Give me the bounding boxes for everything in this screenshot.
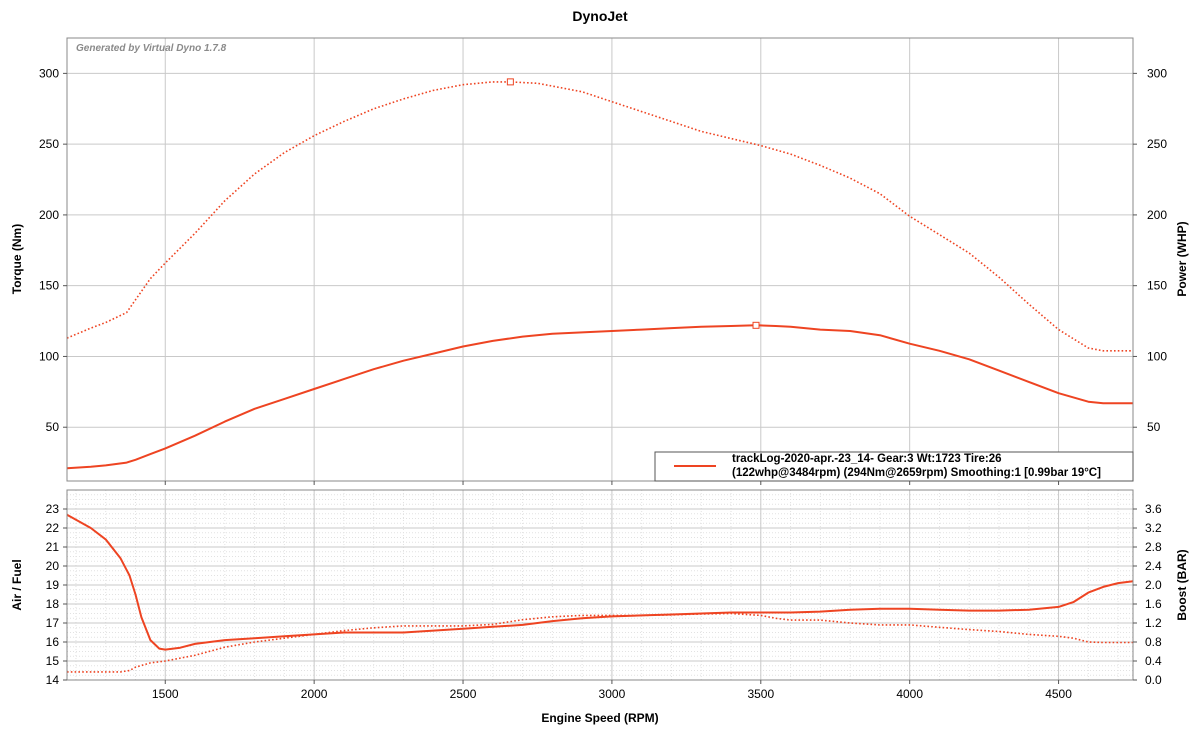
afr-line <box>66 513 1134 651</box>
torque-tick-label: 150 <box>39 279 59 293</box>
legend-line-1: trackLog-2020-apr.-23_14- Gear:3 Wt:1723… <box>732 453 1002 465</box>
bottom-grid <box>67 490 1133 681</box>
boost-tick-label: 3.2 <box>1145 521 1162 535</box>
power-axis-title: Power (WHP) <box>1175 221 1189 296</box>
torque-peak-marker <box>506 78 514 86</box>
air-fuel-tick-label: 22 <box>46 521 60 535</box>
torque-tick-label: 300 <box>39 66 59 80</box>
torque-tick-label: 250 <box>39 137 59 151</box>
boost-tick-label: 0.0 <box>1145 673 1162 687</box>
legend: trackLog-2020-apr.-23_14- Gear:3 Wt:1723… <box>654 451 1134 482</box>
top-right-ticks: 50 100 150 200 250 300 <box>1133 66 1167 434</box>
boost-tick-label: 2.8 <box>1145 540 1162 554</box>
rpm-tick-label: 2000 <box>301 687 328 701</box>
air-fuel-tick-label: 16 <box>46 635 60 649</box>
air-fuel-tick-label: 17 <box>46 616 60 630</box>
bottom-series <box>66 513 1134 673</box>
power-tick-label: 50 <box>1147 420 1161 434</box>
top-plot-frame <box>66 37 1134 482</box>
boost-tick-label: 1.6 <box>1145 597 1162 611</box>
air-fuel-tick-label: 23 <box>46 502 60 516</box>
bottom-left-ticks: 14 15 16 17 18 19 20 21 22 23 <box>46 502 67 687</box>
bottom-right-ticks: 0.0 0.4 0.8 1.2 1.6 2.0 2.4 2.8 3.2 3.6 <box>1133 502 1162 687</box>
air-fuel-tick-label: 20 <box>46 559 60 573</box>
boost-tick-label: 0.4 <box>1145 654 1162 668</box>
boost-tick-label: 2.4 <box>1145 559 1162 573</box>
boost-tick-label: 1.2 <box>1145 616 1162 630</box>
rpm-tick-label: 1500 <box>152 687 179 701</box>
top-series <box>66 78 1133 470</box>
power-tick-label: 200 <box>1147 208 1167 222</box>
torque-tick-label: 50 <box>46 420 60 434</box>
air-fuel-axis-title: Air / Fuel <box>10 559 24 610</box>
air-fuel-tick-label: 18 <box>46 597 60 611</box>
torque-tick-label: 100 <box>39 349 59 363</box>
rpm-tick-label: 4500 <box>1045 687 1072 701</box>
top-plot-area <box>67 38 1133 481</box>
top-grid <box>67 38 1133 481</box>
afr-boost-panel: 14 15 16 17 18 19 20 21 22 23 0.0 0.4 0.8 1.2 1.6 2.0 2… <box>10 481 1189 725</box>
watermark-text: Generated by Virtual Dyno 1.7.8 <box>76 43 227 54</box>
rpm-tick-label: 4000 <box>896 687 923 701</box>
power-peak-marker <box>752 321 760 329</box>
power-tick-label: 100 <box>1147 349 1167 363</box>
torque-power-panel: Generated by Virtual Dyno 1.7.8 50 100 150… <box>10 37 1189 482</box>
boost-tick-label: 3.6 <box>1145 502 1162 516</box>
torque-tick-label: 200 <box>39 208 59 222</box>
rpm-tick-label: 2500 <box>450 687 477 701</box>
top-left-ticks: 50 100 150 200 250 300 <box>39 66 67 434</box>
chart-title: DynoJet <box>572 8 628 24</box>
air-fuel-tick-label: 19 <box>46 578 60 592</box>
rpm-tick-label: 3000 <box>599 687 626 701</box>
air-fuel-tick-label: 21 <box>46 540 60 554</box>
x-axis-ticks: 1500 2000 2500 3000 3500 4000 4500 <box>152 481 1072 701</box>
power-line <box>66 324 1133 470</box>
power-tick-label: 150 <box>1147 279 1167 293</box>
rpm-tick-label: 3500 <box>747 687 774 701</box>
power-tick-label: 250 <box>1147 137 1167 151</box>
power-tick-label: 300 <box>1147 66 1167 80</box>
legend-line-2: (122whp@3484rpm) (294Nm@2659rpm) Smoothi… <box>732 467 1101 479</box>
legend-box <box>654 451 1134 482</box>
boost-tick-label: 2.0 <box>1145 578 1162 592</box>
air-fuel-tick-label: 14 <box>46 673 60 687</box>
torque-axis-title: Torque (Nm) <box>10 224 24 294</box>
boost-axis-title: Boost (BAR) <box>1175 549 1189 620</box>
boost-tick-label: 0.8 <box>1145 635 1162 649</box>
air-fuel-tick-label: 15 <box>46 654 60 668</box>
x-axis-title: Engine Speed (RPM) <box>541 711 658 725</box>
